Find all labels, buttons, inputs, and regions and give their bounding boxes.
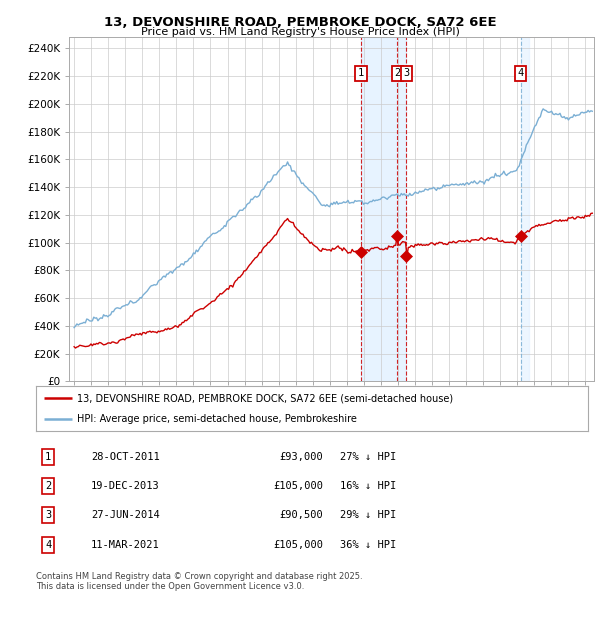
Text: £105,000: £105,000 [273, 481, 323, 491]
Text: 27-JUN-2014: 27-JUN-2014 [91, 510, 160, 520]
Text: 13, DEVONSHIRE ROAD, PEMBROKE DOCK, SA72 6EE: 13, DEVONSHIRE ROAD, PEMBROKE DOCK, SA72… [104, 16, 496, 29]
Text: 16% ↓ HPI: 16% ↓ HPI [340, 481, 396, 491]
Text: 36% ↓ HPI: 36% ↓ HPI [340, 539, 396, 550]
Text: £93,000: £93,000 [279, 451, 323, 462]
Text: 3: 3 [403, 68, 409, 78]
Text: 2: 2 [45, 481, 51, 491]
Bar [361, 37, 406, 381]
Bar [521, 37, 529, 381]
Text: 27% ↓ HPI: 27% ↓ HPI [340, 451, 396, 462]
Text: 4: 4 [517, 68, 524, 78]
Text: HPI: Average price, semi-detached house, Pembrokeshire: HPI: Average price, semi-detached house,… [77, 414, 357, 424]
Text: 11-MAR-2021: 11-MAR-2021 [91, 539, 160, 550]
Text: 3: 3 [45, 510, 51, 520]
Text: £90,500: £90,500 [279, 510, 323, 520]
Text: 2: 2 [394, 68, 400, 78]
Text: 1: 1 [45, 451, 51, 462]
Text: 1: 1 [358, 68, 364, 78]
Text: 29% ↓ HPI: 29% ↓ HPI [340, 510, 396, 520]
Text: 19-DEC-2013: 19-DEC-2013 [91, 481, 160, 491]
Text: Contains HM Land Registry data © Crown copyright and database right 2025.
This d: Contains HM Land Registry data © Crown c… [36, 572, 362, 591]
Text: Price paid vs. HM Land Registry's House Price Index (HPI): Price paid vs. HM Land Registry's House … [140, 27, 460, 37]
Text: 28-OCT-2011: 28-OCT-2011 [91, 451, 160, 462]
Text: 4: 4 [45, 539, 51, 550]
Text: 13, DEVONSHIRE ROAD, PEMBROKE DOCK, SA72 6EE (semi-detached house): 13, DEVONSHIRE ROAD, PEMBROKE DOCK, SA72… [77, 393, 454, 404]
Text: £105,000: £105,000 [273, 539, 323, 550]
